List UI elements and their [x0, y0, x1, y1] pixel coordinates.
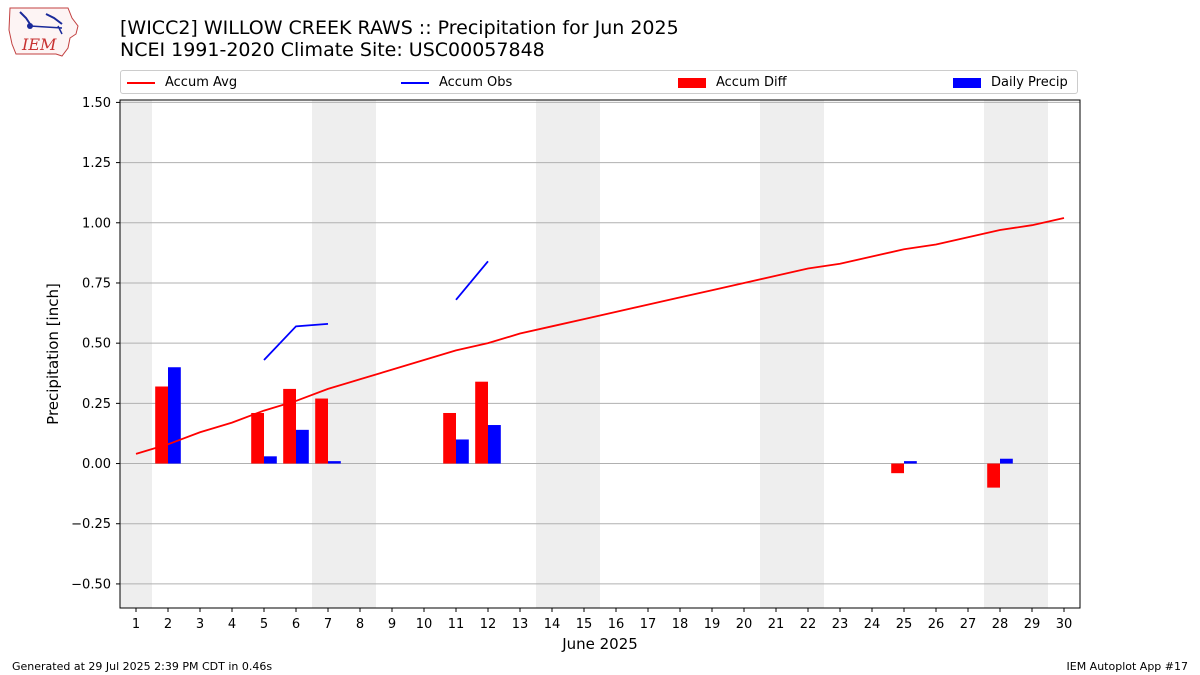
x-tick-label: 18 [672, 617, 689, 632]
legend-swatch-accum-obs [401, 81, 429, 84]
y-axis-label: Precipitation [inch] [44, 283, 62, 425]
x-tick-label: 2 [164, 617, 172, 632]
axis-ticks: −0.50−0.250.000.250.500.751.001.251.501 2… [71, 96, 1072, 632]
legend-swatch-accum-diff [678, 77, 706, 88]
x-tick-label: 16 [608, 617, 625, 632]
weekend-shade-day-7 [312, 100, 344, 608]
weekend-shade-day-15 [568, 100, 600, 608]
generated-note: Generated at 29 Jul 2025 2:39 PM CDT in … [12, 660, 273, 673]
legend-item-accum-obs: Accum Obs [401, 75, 512, 90]
y-tick-label: 1.00 [82, 216, 111, 231]
x-tick-label: 6 [292, 617, 300, 632]
legend-swatch-daily-precip [953, 77, 981, 88]
x-tick-label: 3 [196, 617, 204, 632]
weekend-shade-day-29 [1016, 100, 1048, 608]
accum-diff-bar-day-6 [283, 388, 296, 464]
weekend-shade-day-28 [984, 100, 1016, 608]
accum-avg-line [135, 217, 1065, 455]
iem-logo: IEM [8, 7, 79, 57]
y-tick-label: 0.25 [82, 397, 111, 412]
daily-precip-bar-day-6 [296, 429, 309, 464]
x-tick-label: 26 [928, 617, 945, 632]
y-tick-label: −0.50 [71, 577, 111, 592]
y-tick-label: −0.25 [71, 517, 111, 532]
grid-lines [120, 101, 1080, 585]
legend-label-accum-avg: Accum Avg [165, 75, 238, 90]
weekend-shade-day-14 [536, 100, 568, 608]
legend-item-accum-avg: Accum Avg [127, 75, 237, 90]
chart-title: [WICC2] WILLOW CREEK RAWS :: Precipitati… [120, 17, 679, 39]
x-tick-label: 5 [260, 617, 268, 632]
x-tick-label: 15 [576, 617, 593, 632]
accum-diff-bar-day-28 [987, 463, 1000, 488]
x-tick-label: 23 [832, 617, 849, 632]
daily-precip-bar-day-7 [328, 461, 341, 464]
x-tick-label: 24 [864, 617, 881, 632]
chart-subtitle: NCEI 1991-2020 Climate Site: USC00057848 [120, 39, 545, 61]
x-tick-label: 14 [544, 617, 561, 632]
x-tick-label: 28 [992, 617, 1009, 632]
accum-diff-bar-day-25 [891, 463, 904, 474]
accum-obs-line-segment-2 [455, 260, 489, 301]
x-tick-label: 7 [324, 617, 332, 632]
daily-precip-bar-day-2 [168, 367, 181, 464]
plot-frame [119, 99, 1081, 609]
x-tick-label: 11 [448, 617, 465, 632]
x-tick-label: 10 [416, 617, 433, 632]
x-tick-label: 30 [1056, 617, 1073, 632]
legend-item-accum-diff: Accum Diff [678, 75, 787, 90]
x-tick-label: 25 [896, 617, 913, 632]
y-tick-label: 0.00 [82, 457, 111, 472]
x-tick-label: 27 [960, 617, 977, 632]
accum-diff-bar-day-11 [443, 412, 456, 464]
legend: Accum Avg Accum Obs Accum Diff Daily Pre… [120, 70, 1078, 94]
legend-label-accum-obs: Accum Obs [439, 75, 513, 90]
weekend-shade-day-1 [120, 100, 152, 608]
daily-precip-bar-day-5 [264, 456, 277, 464]
daily-precip-bar-day-25 [904, 461, 917, 464]
weekend-shading [120, 100, 1048, 608]
legend-item-daily-precip: Daily Precip [953, 75, 1068, 90]
weekend-shade-day-21 [760, 100, 792, 608]
legend-swatch-accum-avg [127, 81, 155, 84]
x-tick-label: 12 [480, 617, 497, 632]
daily-precip-bar-day-11 [456, 439, 469, 464]
x-tick-label: 1 [132, 617, 140, 632]
y-tick-label: 1.25 [82, 156, 111, 171]
y-tick-label: 0.50 [82, 337, 111, 352]
x-tick-label: 17 [640, 617, 657, 632]
x-tick-label: 20 [736, 617, 753, 632]
daily-precip-bar-day-12 [488, 425, 501, 464]
accum-obs-line-segment-1 [263, 323, 329, 361]
legend-label-accum-diff: Accum Diff [716, 75, 787, 90]
x-tick-label: 8 [356, 617, 364, 632]
x-tick-label: 22 [800, 617, 817, 632]
bars [155, 367, 1013, 488]
lines [135, 217, 1065, 455]
legend-label-daily-precip: Daily Precip [991, 75, 1068, 90]
accum-diff-bar-day-5 [251, 412, 264, 464]
logo-text: IEM [21, 35, 57, 54]
x-tick-label: 21 [768, 617, 785, 632]
x-axis-label: June 2025 [561, 635, 638, 653]
weekend-shade-day-22 [792, 100, 824, 608]
y-tick-label: 0.75 [82, 276, 111, 291]
x-tick-label: 4 [228, 617, 236, 632]
accum-diff-bar-day-12 [475, 381, 488, 464]
x-tick-label: 19 [704, 617, 721, 632]
y-tick-label: 1.50 [82, 96, 111, 111]
weekend-shade-day-8 [344, 100, 376, 608]
x-tick-label: 13 [512, 617, 529, 632]
x-tick-label: 9 [388, 617, 396, 632]
app-note: IEM Autoplot App #17 [1066, 660, 1189, 673]
daily-precip-bar-day-28 [1000, 458, 1013, 464]
x-tick-label: 29 [1024, 617, 1041, 632]
accum-diff-bar-day-7 [315, 398, 328, 464]
accum-diff-bar-day-2 [155, 386, 168, 464]
